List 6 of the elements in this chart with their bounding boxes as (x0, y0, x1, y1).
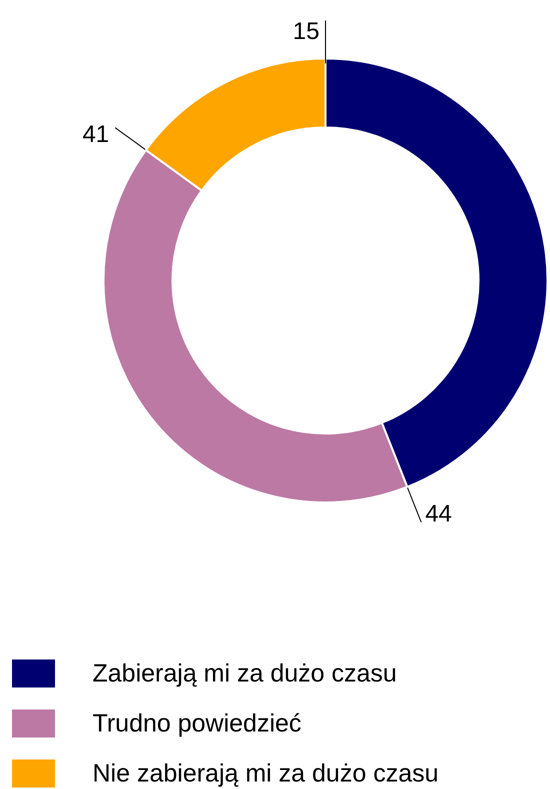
legend-label: Zabierają mi za dużo czasu (92, 660, 397, 688)
data-label: 44 (425, 500, 452, 528)
legend-label: Trudno powiedzieć (92, 710, 302, 738)
data-label: 41 (82, 121, 110, 148)
legend-label: Nie zabierają mi za dużo czasu (92, 760, 438, 788)
data-label: 15 (292, 18, 320, 45)
